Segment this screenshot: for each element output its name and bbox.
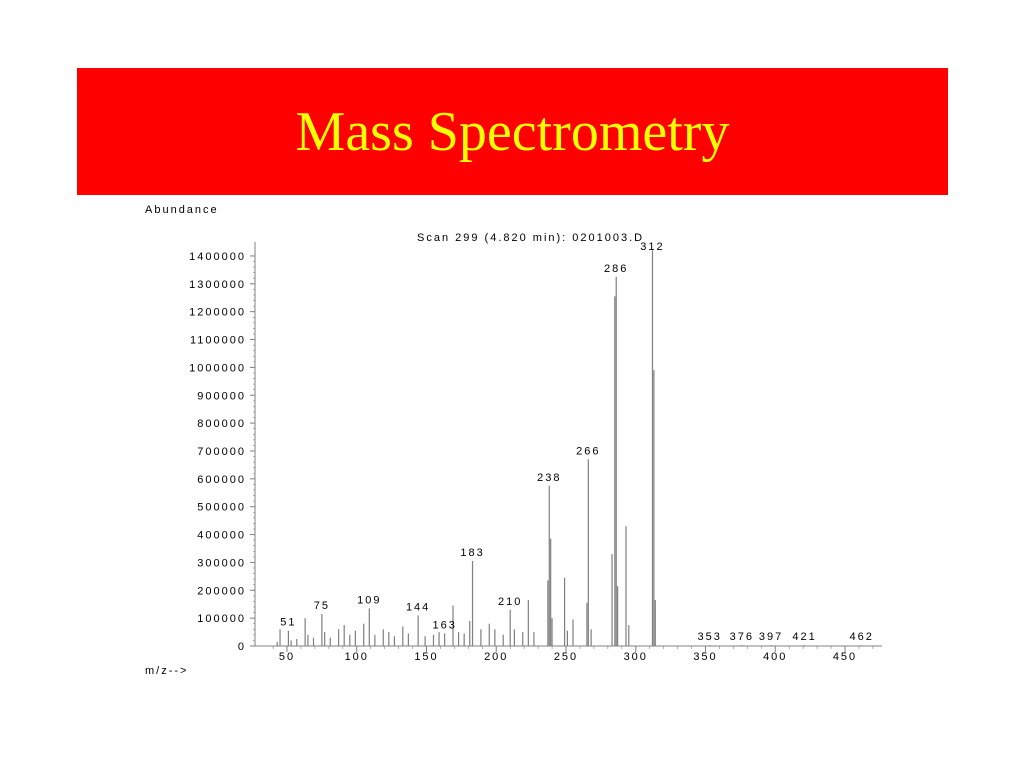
y-tick-label: 1400000	[189, 251, 246, 263]
y-tick-label: 800000	[197, 418, 246, 430]
peak-label: 312	[640, 241, 664, 253]
peak-label: 183	[460, 547, 484, 559]
x-tick-label: 300	[624, 651, 648, 663]
y-tick-label: 500000	[197, 502, 246, 514]
x-axis: 50 100 150 200 250 300 350 400 450	[255, 645, 882, 663]
chart-subtitle: Scan 299 (4.820 min): 0201003.D	[417, 232, 644, 244]
peak-label: 266	[576, 445, 600, 457]
peak-label: 51	[280, 617, 296, 629]
x-tick-label: 50	[279, 651, 295, 663]
x-tick-label: 200	[484, 651, 508, 663]
peak-label: 462	[850, 631, 874, 643]
y-tick-label: 600000	[197, 474, 246, 486]
x-tick-label: 250	[554, 651, 578, 663]
y-tick-label: 900000	[197, 390, 246, 402]
peaks	[276, 250, 863, 646]
title-banner: Mass Spectrometry	[77, 68, 948, 195]
x-tick-label: 450	[833, 651, 857, 663]
peak-label: 75	[314, 600, 330, 612]
x-tick-label: 400	[763, 651, 787, 663]
x-axis-label: m/z-->	[145, 665, 188, 677]
y-tick-label: 1000000	[189, 362, 246, 374]
peak-label: 376	[730, 631, 754, 643]
y-axis: 0 100000 200000 300000 400000 500000 600000 700…	[189, 242, 256, 653]
peak-label: 397	[759, 631, 783, 643]
peak-label: 109	[357, 594, 381, 606]
peak-label: 144	[406, 601, 430, 613]
peak-label: 238	[537, 472, 561, 484]
peak-label: 210	[498, 596, 522, 608]
y-axis-label: Abundance	[145, 204, 219, 216]
y-tick-label: 1100000	[190, 335, 246, 347]
x-tick-label: 150	[414, 651, 438, 663]
peak-label: 421	[792, 631, 816, 643]
y-tick-label: 300000	[197, 557, 246, 569]
peak-label: 286	[604, 263, 628, 275]
slide-title: Mass Spectrometry	[295, 100, 730, 163]
y-tick-label: 100000	[197, 613, 246, 625]
x-tick-label: 350	[693, 651, 717, 663]
peak-label: 163	[432, 619, 456, 631]
x-tick-label: 100	[345, 651, 369, 663]
y-tick-label: 1300000	[189, 279, 246, 291]
y-tick-label: 1200000	[189, 307, 246, 319]
peak-label: 353	[698, 631, 722, 643]
y-tick-label: 0	[238, 641, 246, 653]
y-tick-label: 700000	[197, 446, 246, 458]
y-tick-label: 200000	[197, 585, 246, 597]
y-tick-label: 400000	[197, 530, 246, 542]
